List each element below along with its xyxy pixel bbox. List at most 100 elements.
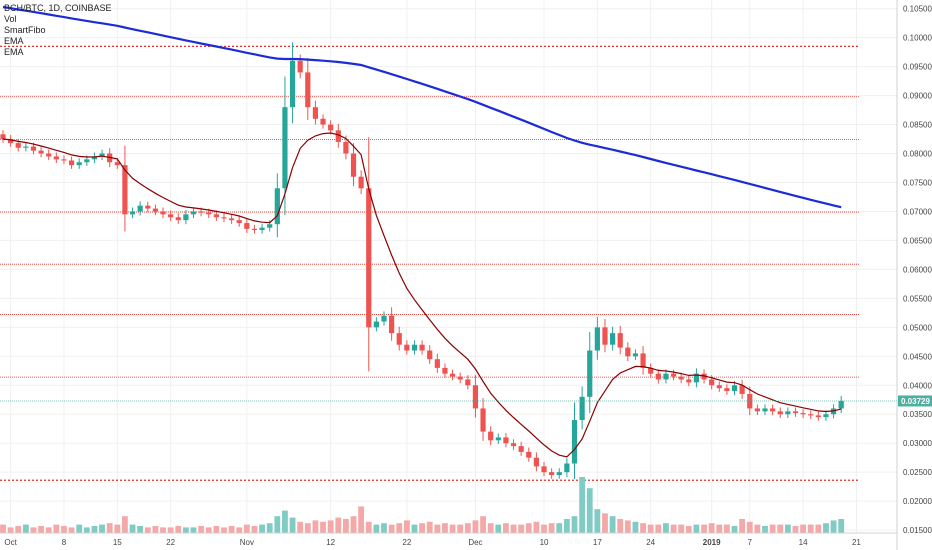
candle-body [0, 134, 6, 140]
volume-bar [449, 524, 456, 533]
candle-body [419, 344, 425, 351]
volume-bar [320, 521, 326, 533]
price-tick-label: 0.06500 [903, 236, 932, 245]
volume-bar [312, 520, 319, 533]
candle-body [259, 227, 265, 231]
candle-body [282, 107, 288, 189]
volume-bar [190, 527, 197, 533]
candle-body [221, 217, 227, 219]
candle-body [366, 188, 372, 328]
volume-bar [609, 516, 616, 533]
volume-bar [487, 523, 494, 533]
price-axis[interactable]: 0.01500 0.02000 0.02500 0.03000 0.03500 0.040… [903, 5, 932, 535]
volume-bar [525, 523, 532, 533]
legend-ema-2[interactable]: EMA [4, 47, 24, 57]
volume-bar [617, 519, 624, 533]
volume-bar [144, 527, 151, 533]
time-tick-label: Dec [468, 538, 482, 547]
candle-body [587, 350, 593, 397]
legend-ema-1[interactable]: EMA [4, 36, 24, 46]
candle-body [472, 385, 479, 409]
volume-bar [777, 524, 784, 533]
candle-body [343, 141, 349, 154]
volume-bar [22, 524, 29, 533]
candle-body [465, 379, 471, 386]
candle-body [434, 359, 440, 368]
volume-bar [160, 527, 166, 533]
legend-smartfibo[interactable]: SmartFibo [4, 25, 46, 35]
candle-body [244, 223, 250, 229]
volume-bar [784, 524, 791, 533]
volume-bar [510, 524, 517, 533]
price-tick-label: 0.04500 [903, 352, 932, 361]
time-tick-label: 14 [799, 538, 808, 547]
candle-body [747, 393, 753, 409]
price-tick-label: 0.07500 [903, 178, 932, 187]
volume-bar [106, 523, 113, 533]
candle-body [213, 214, 219, 218]
volume-bar [358, 506, 365, 533]
volume-bar [647, 524, 654, 533]
candle-body [701, 373, 707, 380]
candle-body [68, 160, 75, 166]
candle-body [297, 60, 303, 73]
candle-body [678, 376, 684, 380]
candle-body [594, 327, 600, 351]
price-tick-label: 0.07000 [903, 207, 932, 216]
volume-bar [754, 524, 761, 533]
time-axis[interactable]: Oct 8 15 22 Nov 12 22 Dec 10 17 24 2019 7 14 21 [4, 538, 861, 547]
candle-body [91, 156, 98, 160]
candle-body [30, 146, 37, 151]
volume-bar [701, 524, 707, 533]
volume-bar [228, 526, 235, 533]
price-tick-label: 0.05000 [903, 323, 932, 332]
price-tick-label: 0.02000 [903, 497, 932, 506]
time-tick-label: 15 [113, 538, 122, 547]
candle-body [808, 414, 814, 416]
last-price-badge-text: 0.03729 [901, 397, 930, 406]
volume-bar [365, 521, 372, 533]
candle-body [114, 162, 120, 166]
price-tick-label: 0.04000 [903, 381, 932, 390]
candle-body [709, 379, 715, 386]
candle-body [183, 214, 189, 221]
candle-body [175, 217, 181, 221]
candle-body [8, 139, 14, 144]
volume-bar [792, 526, 799, 533]
price-tick-label: 0.09500 [903, 63, 932, 72]
legend-symbol[interactable]: BCH/BTC, 1D, COINBASE [4, 3, 112, 13]
volume-bar [807, 524, 814, 533]
volume-bar [746, 521, 753, 533]
volume-bar [480, 516, 486, 533]
price-tick-label: 0.08000 [903, 150, 932, 159]
price-tick-label: 0.03500 [903, 410, 932, 419]
price-tick-label: 0.05500 [903, 294, 932, 303]
volume-bars [0, 477, 845, 533]
candle-body [632, 353, 639, 357]
candle-body [53, 156, 59, 160]
time-tick-label: 22 [402, 538, 411, 547]
candle-body [251, 228, 258, 231]
candle-body [777, 411, 783, 415]
legend-vol[interactable]: Vol [4, 14, 17, 24]
volume-bar [556, 523, 563, 533]
candle-body [655, 373, 661, 380]
volume-bar [579, 477, 586, 533]
candle-body [350, 153, 357, 177]
volume-bar [282, 510, 288, 533]
candle-body [670, 373, 677, 377]
volume-bar [731, 526, 738, 533]
volume-bar [411, 524, 418, 533]
last-price-badge: 0.03729 [898, 395, 932, 407]
candles [0, 42, 844, 479]
volume-bar [419, 523, 425, 533]
volume-bar [259, 524, 265, 533]
volume-bar [594, 509, 601, 533]
volume-bar [45, 527, 52, 533]
volume-bar [571, 516, 578, 533]
volume-bar [91, 526, 98, 533]
price-tick-label: 0.01500 [903, 526, 932, 535]
candle-body [61, 159, 67, 161]
volume-bar [251, 526, 258, 533]
